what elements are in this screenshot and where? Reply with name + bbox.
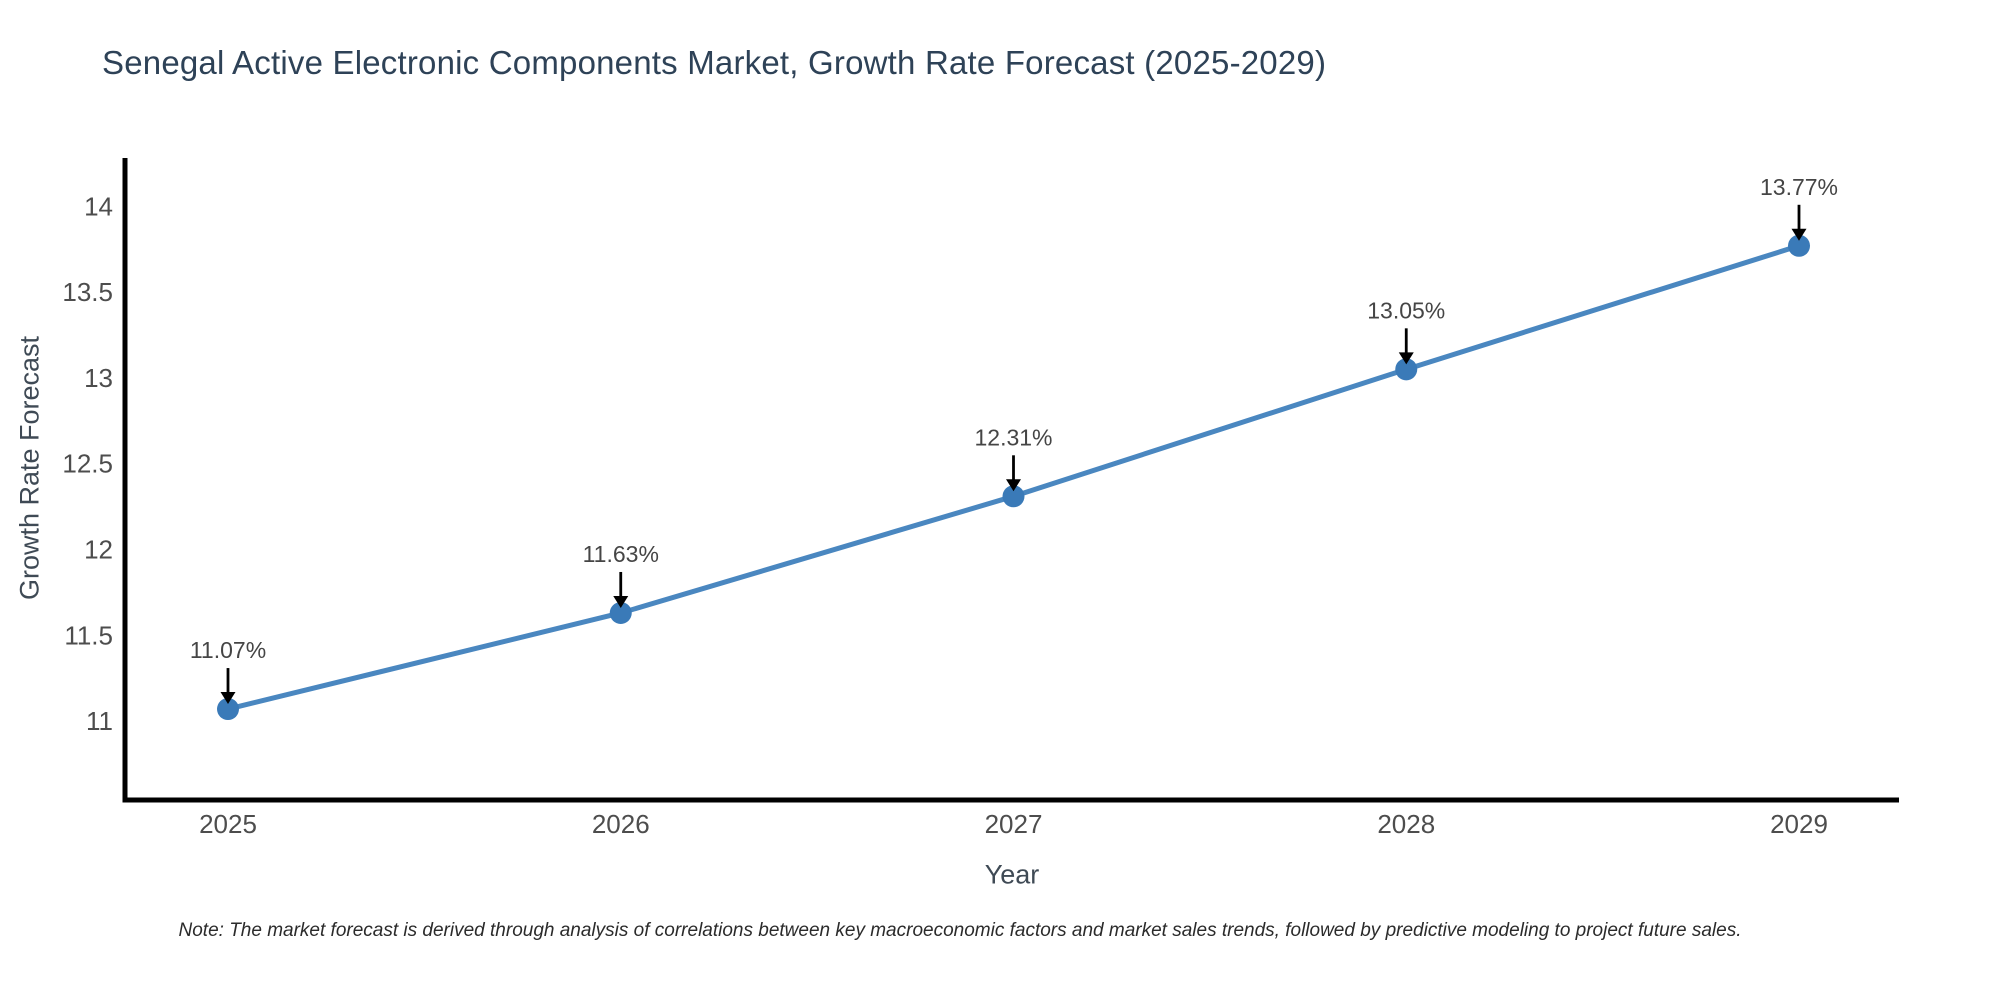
- y-tick-label: 11.5: [64, 620, 113, 650]
- chart-title: Senegal Active Electronic Components Mar…: [102, 44, 1327, 81]
- y-tick-label: 11: [86, 706, 113, 736]
- x-tick-label: 2026: [592, 809, 650, 839]
- y-axis-title: Growth Rate Forecast: [14, 335, 45, 601]
- annotation-arrow-head: [1398, 352, 1414, 365]
- x-tick-label: 2027: [985, 809, 1043, 839]
- footnote: Note: The market forecast is derived thr…: [178, 920, 1742, 941]
- axis-spines: [122, 158, 1899, 803]
- data-point-marker: [609, 601, 632, 624]
- data-point-label: 12.31%: [974, 424, 1052, 450]
- data-point-marker: [1002, 485, 1025, 508]
- annotation-arrow-head: [220, 692, 236, 705]
- y-tick-label: 12.5: [62, 449, 113, 479]
- annotation-arrow-head: [1791, 228, 1807, 241]
- x-axis-title: Year: [984, 859, 1040, 890]
- data-point-marker: [217, 698, 239, 721]
- y-tick-label: 12: [84, 534, 113, 564]
- data-point-label: 11.07%: [190, 637, 266, 663]
- data-point-label: 13.77%: [1760, 174, 1838, 200]
- data-point-marker: [1395, 358, 1418, 381]
- annotation-arrow-head: [1006, 479, 1021, 492]
- x-tick-label: 2029: [1770, 809, 1828, 839]
- data-point-label: 11.63%: [583, 541, 659, 567]
- y-tick-label: 14: [84, 191, 113, 221]
- x-tick-label: 2028: [1377, 809, 1435, 839]
- y-tick-label: 13: [84, 363, 113, 393]
- data-point-label: 13.05%: [1367, 297, 1445, 323]
- annotation-arrow-head: [613, 595, 629, 608]
- y-tick-label: 13.5: [62, 277, 113, 307]
- data-point-marker: [1788, 234, 1810, 257]
- x-tick-label: 2025: [199, 809, 257, 839]
